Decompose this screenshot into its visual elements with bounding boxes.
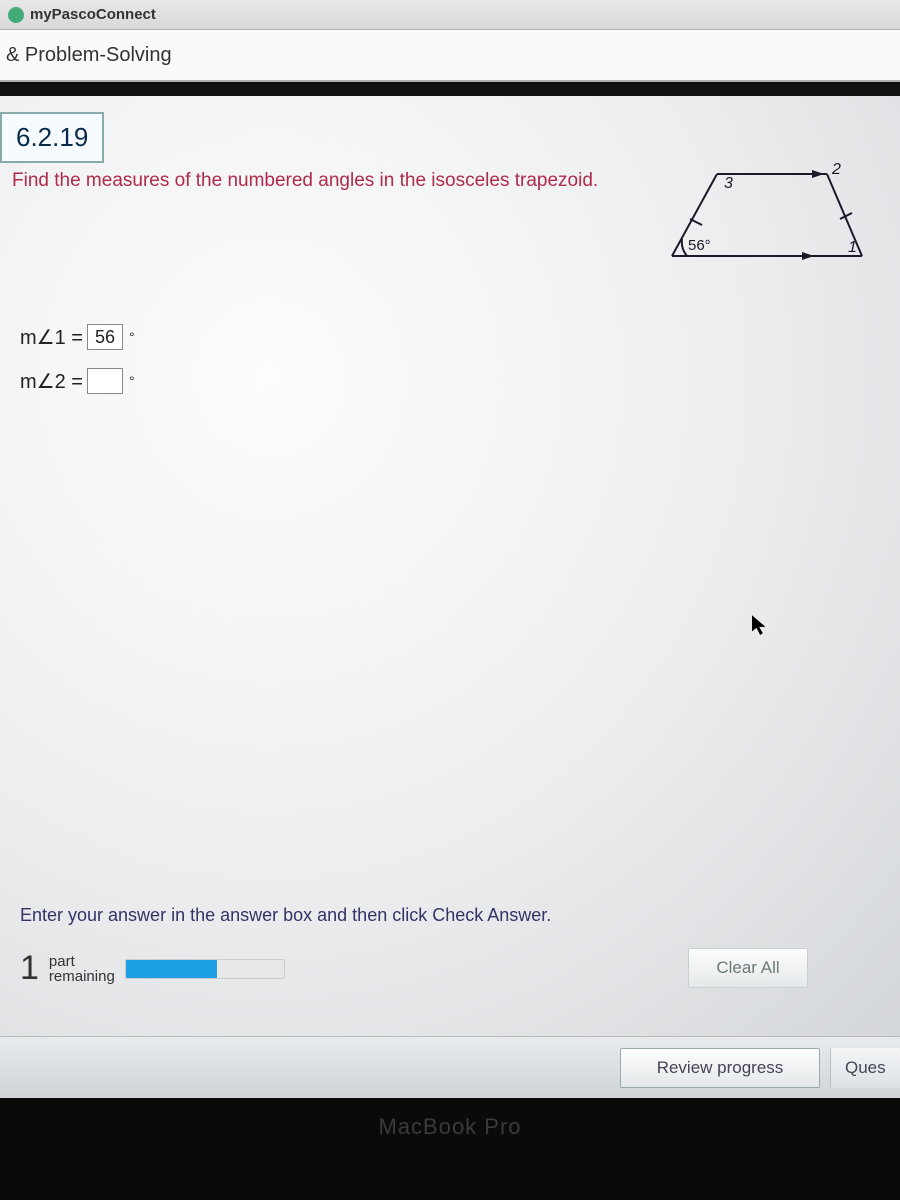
device-bezel: MacBook Pro bbox=[0, 1098, 900, 1200]
browser-tab-bar: myPascoConnect bbox=[0, 0, 900, 30]
answer-label: m∠2 = bbox=[20, 369, 83, 394]
parts-label: part remaining bbox=[49, 954, 115, 984]
device-label: MacBook Pro bbox=[378, 1114, 521, 1140]
clear-all-button[interactable]: Clear All bbox=[688, 948, 808, 988]
question-nav-button[interactable]: Ques bbox=[830, 1048, 900, 1088]
degree-symbol: ° bbox=[129, 329, 135, 345]
bottom-bar: Review progress Ques bbox=[0, 1036, 900, 1098]
section-header: & Problem-Solving bbox=[0, 30, 900, 82]
arrow-icon bbox=[802, 252, 814, 260]
cursor-icon bbox=[752, 615, 770, 637]
arrow-icon bbox=[812, 170, 824, 178]
question-panel: 6.2.19 Find the measures of the numbered… bbox=[0, 96, 900, 1036]
dark-divider bbox=[0, 82, 900, 96]
answer-input-1[interactable]: 56 bbox=[87, 324, 123, 350]
parts-remaining: 1 part remaining bbox=[20, 949, 285, 988]
vertex-label-1: 1 bbox=[848, 239, 857, 256]
trapezoid-diagram: 3 2 1 56° bbox=[662, 156, 872, 276]
review-progress-button[interactable]: Review progress bbox=[620, 1048, 820, 1088]
tab-title: myPascoConnect bbox=[30, 6, 156, 23]
degree-symbol: ° bbox=[129, 373, 135, 389]
answer-row-1: m∠1 = 56 ° bbox=[20, 324, 135, 350]
parts-label-line1: part bbox=[49, 954, 115, 969]
progress-fill bbox=[126, 960, 218, 978]
answer-label: m∠1 = bbox=[20, 325, 83, 350]
answer-instruction: Enter your answer in the answer box and … bbox=[20, 905, 551, 926]
site-icon bbox=[8, 7, 24, 23]
given-angle-label: 56° bbox=[688, 237, 711, 254]
vertex-label-2: 2 bbox=[831, 161, 841, 178]
question-prompt: Find the measures of the numbered angles… bbox=[12, 170, 598, 192]
parts-label-line2: remaining bbox=[49, 969, 115, 984]
section-title: & Problem-Solving bbox=[6, 44, 172, 67]
question-number: 6.2.19 bbox=[0, 112, 104, 163]
vertex-label-3: 3 bbox=[724, 175, 733, 192]
answer-input-2[interactable] bbox=[87, 368, 123, 394]
answer-row-2: m∠2 = ° bbox=[20, 368, 135, 394]
parts-count: 1 bbox=[20, 949, 39, 988]
progress-bar bbox=[125, 959, 285, 979]
